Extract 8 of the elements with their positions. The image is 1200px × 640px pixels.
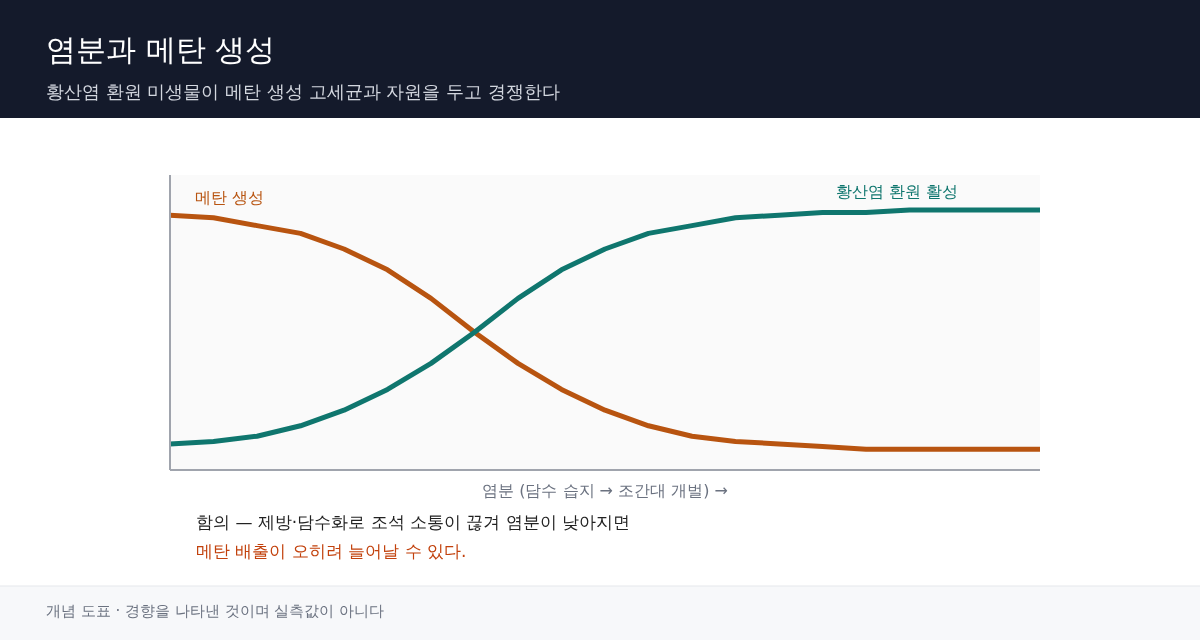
text: 함의 — 제방·담수화로 조석 소통이 끊겨 염분이 낮아지면: [196, 512, 631, 532]
x-axis-title: 염분 (담수 습지 → 조간대 개벌) →: [482, 481, 728, 500]
series-label: 메탄 생성: [195, 188, 265, 208]
series-label: 황산염 환원 활성: [835, 182, 958, 201]
chart-subtitle: 황산염 환원 미생물이 메탄 생성 고세균과 자원을 두고 경쟁한다: [46, 81, 560, 102]
text: 개념 도표 · 경향을 나타낸 것이며 실측값이 아니다: [46, 602, 385, 620]
chart-title: 염분과 메탄 생성: [46, 32, 276, 67]
text: 메탄 배출이 오히려 늘어날 수 있다.: [196, 541, 467, 561]
